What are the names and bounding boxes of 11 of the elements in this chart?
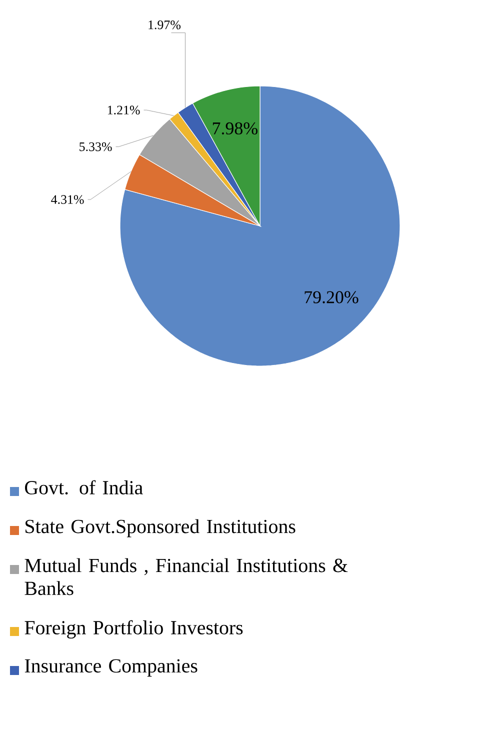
data-label: 1.97% [148,20,181,30]
data-label: 7.98% [212,122,258,134]
legend-label: Govt. of India [25,480,143,495]
data-label: 5.33% [80,142,112,152]
data-label: 1.21% [108,106,140,114]
legend-label: State Govt.Sponsored Institutions [26,519,296,538]
legend-label: Foreign Portfolio Investors [24,620,243,639]
legend-label: Insurance Companies [24,659,198,677]
data-label: 79.20% [304,291,358,304]
legend-label: Mutual Funds , Financial Institutions & Banks [24,558,348,596]
data-label: 4.31% [51,195,84,204]
